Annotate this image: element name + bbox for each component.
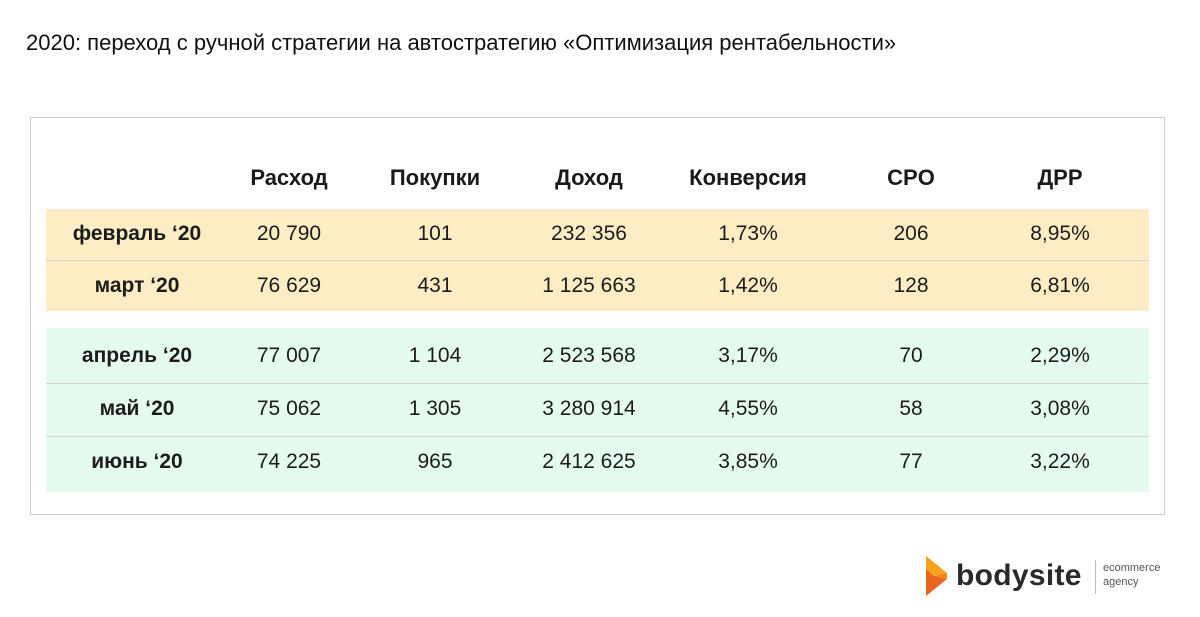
column-header-expense: Расход	[250, 165, 328, 190]
cell-purchases: 101	[417, 222, 453, 245]
cell-conversion: 1,73%	[718, 222, 778, 245]
cell-drr: 8,95%	[1030, 222, 1090, 245]
group-before: февраль ‘20 20 790 101 232 356 1,73% 206…	[46, 209, 1149, 311]
column-header-conversion: Конверсия	[689, 165, 807, 190]
cell-income: 2 523 568	[542, 344, 636, 367]
table-row: февраль ‘20 20 790 101 232 356 1,73% 206…	[46, 209, 1149, 259]
cell-income: 1 125 663	[542, 274, 636, 297]
cell-expense: 20 790	[256, 222, 322, 245]
row-month: февраль ‘20	[72, 222, 202, 245]
tagline-line: agency	[1103, 576, 1139, 588]
table-row: апрель ‘20 77 007 1 104 2 523 568 3,17% …	[46, 331, 1149, 381]
row-divider	[46, 436, 1149, 437]
cell-conversion: 3,17%	[718, 344, 778, 367]
cell-expense: 76 629	[256, 274, 322, 297]
cell-expense: 77 007	[256, 344, 322, 367]
cell-drr: 2,29%	[1030, 344, 1090, 367]
brand-name: bodysite	[956, 559, 1082, 592]
row-month: апрель ‘20	[81, 344, 193, 367]
column-header-income: Доход	[555, 165, 623, 190]
cell-cpo: 70	[899, 344, 923, 367]
group-after: апрель ‘20 77 007 1 104 2 523 568 3,17% …	[46, 328, 1149, 492]
row-divider	[46, 383, 1149, 384]
row-divider	[46, 260, 1149, 261]
cell-income: 232 356	[551, 222, 627, 245]
cell-expense: 74 225	[256, 450, 322, 473]
table-row: март ‘20 76 629 431 1 125 663 1,42% 128 …	[46, 261, 1149, 311]
page-title: 2020: переход с ручной стратегии на авто…	[26, 30, 897, 55]
cell-conversion: 4,55%	[718, 397, 778, 420]
cell-income: 2 412 625	[542, 450, 636, 473]
table-header: Расход Покупки Доход Конверсия CPO ДРР	[31, 165, 1164, 205]
cell-purchases: 1 104	[408, 344, 462, 367]
cell-cpo: 128	[893, 274, 929, 297]
cell-cpo: 77	[899, 450, 923, 473]
row-month: июнь ‘20	[91, 450, 183, 473]
tagline-line: ecommerce	[1103, 562, 1161, 574]
cell-drr: 3,22%	[1030, 450, 1090, 473]
brand-logo: bodysite ecommerce agency	[922, 553, 1172, 601]
cell-cpo: 58	[899, 397, 923, 420]
row-month: май ‘20	[99, 397, 175, 420]
cell-drr: 6,81%	[1030, 274, 1090, 297]
cell-income: 3 280 914	[542, 397, 636, 420]
play-arrow-icon	[922, 555, 950, 602]
cell-purchases: 1 305	[408, 397, 462, 420]
column-header-purchases: Покупки	[389, 165, 481, 190]
cell-purchases: 431	[417, 274, 453, 297]
table-row: май ‘20 75 062 1 305 3 280 914 4,55% 58 …	[46, 384, 1149, 434]
brand-tagline: ecommerce agency	[1103, 561, 1160, 589]
column-header-drr: ДРР	[1037, 165, 1083, 190]
row-month: март ‘20	[94, 274, 180, 297]
cell-purchases: 965	[417, 450, 453, 473]
table-row: июнь ‘20 74 225 965 2 412 625 3,85% 77 3…	[46, 437, 1149, 487]
column-header-cpo: CPO	[887, 165, 935, 190]
cell-cpo: 206	[893, 222, 929, 245]
cell-expense: 75 062	[256, 397, 322, 420]
data-table: Расход Покупки Доход Конверсия CPO ДРР ф…	[30, 117, 1165, 515]
cell-conversion: 1,42%	[718, 274, 778, 297]
cell-drr: 3,08%	[1030, 397, 1090, 420]
cell-conversion: 3,85%	[718, 450, 778, 473]
logo-divider	[1095, 560, 1096, 594]
